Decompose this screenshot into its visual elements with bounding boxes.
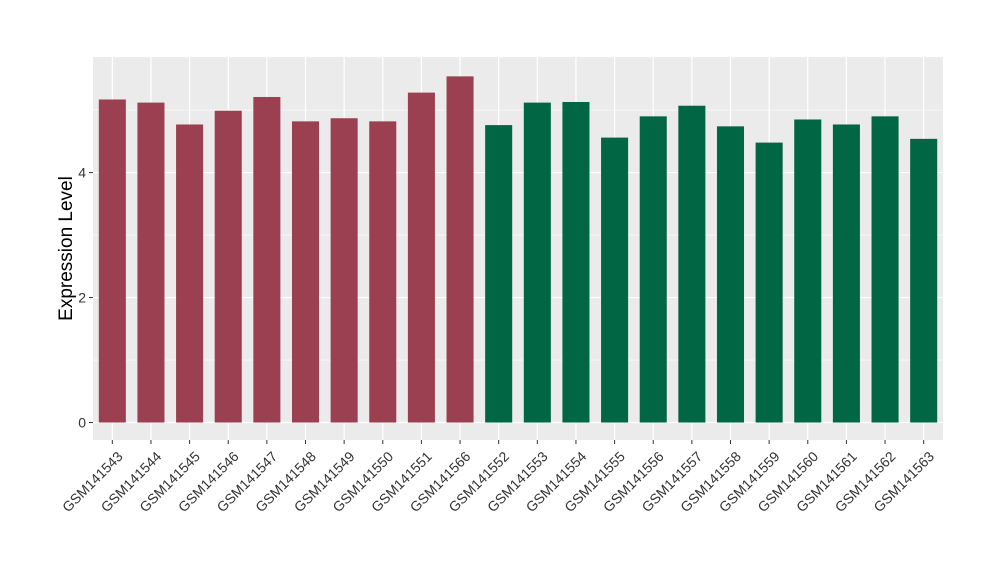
bar-GSM141552	[485, 125, 513, 423]
bar-GSM141557	[678, 105, 706, 423]
bar-GSM141555	[601, 137, 629, 423]
bar-GSM141558	[716, 126, 745, 423]
bar-GSM141554	[562, 101, 590, 423]
y-tick-label: 2	[78, 290, 86, 306]
bar-GSM141563	[910, 138, 938, 423]
bar-GSM141566	[446, 76, 474, 423]
y-tick-label: 0	[78, 415, 86, 431]
bar-GSM141547	[253, 96, 281, 423]
bar-GSM141549	[330, 118, 358, 423]
bar-GSM141553	[523, 102, 551, 423]
bar-GSM141559	[755, 142, 783, 423]
bar-GSM141545	[176, 124, 204, 423]
y-tick-label: 4	[78, 165, 86, 181]
bar-GSM141546	[214, 110, 242, 423]
bars	[98, 76, 938, 423]
bar-GSM141550	[369, 121, 397, 423]
bar-GSM141560	[794, 119, 822, 423]
bar-GSM141562	[871, 116, 899, 423]
bar-GSM141556	[639, 116, 667, 423]
bar-GSM141561	[832, 124, 860, 423]
bar-GSM141551	[407, 92, 435, 423]
bar-GSM141548	[291, 121, 320, 423]
bar-GSM141543	[98, 99, 126, 423]
bar-GSM141544	[137, 102, 165, 423]
y-axis-title: Expression Level	[56, 176, 77, 321]
